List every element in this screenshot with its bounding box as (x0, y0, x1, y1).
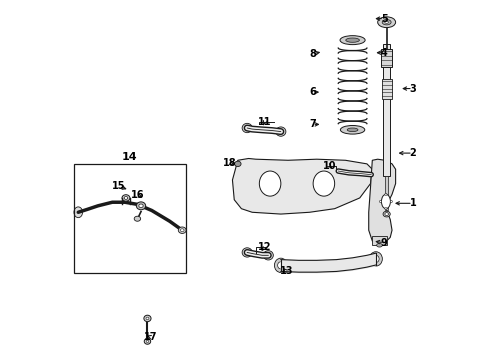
Ellipse shape (378, 17, 395, 28)
Ellipse shape (180, 229, 184, 231)
Ellipse shape (313, 171, 335, 196)
Text: 10: 10 (322, 161, 336, 171)
Ellipse shape (242, 123, 252, 133)
Text: 4: 4 (381, 48, 388, 58)
Ellipse shape (245, 250, 250, 255)
Ellipse shape (369, 173, 373, 177)
Ellipse shape (346, 38, 359, 42)
Text: 16: 16 (131, 190, 144, 200)
Text: 18: 18 (223, 158, 237, 168)
Text: 17: 17 (144, 332, 158, 342)
Text: 3: 3 (410, 84, 416, 94)
Text: 5: 5 (381, 14, 388, 24)
Ellipse shape (274, 258, 287, 273)
Bar (372, 236, 387, 245)
Text: 2: 2 (410, 148, 416, 158)
Ellipse shape (383, 211, 390, 217)
Ellipse shape (144, 338, 151, 344)
Ellipse shape (259, 171, 281, 196)
Ellipse shape (124, 197, 128, 199)
Ellipse shape (347, 128, 358, 132)
Ellipse shape (334, 167, 343, 175)
Bar (74, 164, 186, 273)
Ellipse shape (276, 127, 286, 136)
Ellipse shape (235, 161, 241, 167)
Bar (385, 176, 388, 211)
Ellipse shape (122, 195, 130, 201)
Ellipse shape (373, 255, 379, 262)
Ellipse shape (139, 204, 143, 208)
Text: 8: 8 (309, 49, 316, 59)
Bar (381, 49, 392, 67)
Ellipse shape (278, 262, 284, 269)
Ellipse shape (381, 194, 391, 209)
Text: 11: 11 (258, 117, 271, 127)
Ellipse shape (336, 169, 341, 173)
Text: 6: 6 (309, 87, 316, 97)
Ellipse shape (146, 317, 149, 320)
Ellipse shape (377, 243, 382, 247)
Ellipse shape (382, 19, 391, 25)
Text: 15: 15 (112, 181, 125, 192)
Ellipse shape (390, 201, 392, 203)
Ellipse shape (178, 227, 186, 233)
Text: 9: 9 (381, 238, 388, 248)
Ellipse shape (369, 252, 382, 266)
Ellipse shape (74, 207, 82, 218)
Text: 1: 1 (410, 198, 416, 208)
Ellipse shape (385, 193, 387, 195)
Ellipse shape (136, 202, 146, 210)
Ellipse shape (134, 216, 141, 221)
Ellipse shape (242, 248, 252, 257)
Ellipse shape (278, 129, 283, 134)
Polygon shape (232, 158, 372, 214)
Ellipse shape (367, 171, 375, 179)
Ellipse shape (266, 253, 271, 258)
Ellipse shape (385, 208, 387, 210)
Bar (383, 44, 390, 176)
Ellipse shape (379, 201, 382, 203)
Ellipse shape (245, 126, 250, 130)
Ellipse shape (340, 36, 365, 45)
Ellipse shape (146, 340, 148, 342)
Ellipse shape (385, 21, 389, 23)
Ellipse shape (144, 315, 151, 321)
Text: 7: 7 (309, 120, 316, 129)
Text: 14: 14 (122, 152, 137, 162)
Bar (382, 78, 392, 99)
Text: 12: 12 (258, 242, 271, 252)
Ellipse shape (263, 251, 273, 260)
Text: 13: 13 (279, 266, 293, 276)
Ellipse shape (385, 213, 389, 216)
Polygon shape (368, 159, 395, 244)
Ellipse shape (341, 126, 365, 134)
